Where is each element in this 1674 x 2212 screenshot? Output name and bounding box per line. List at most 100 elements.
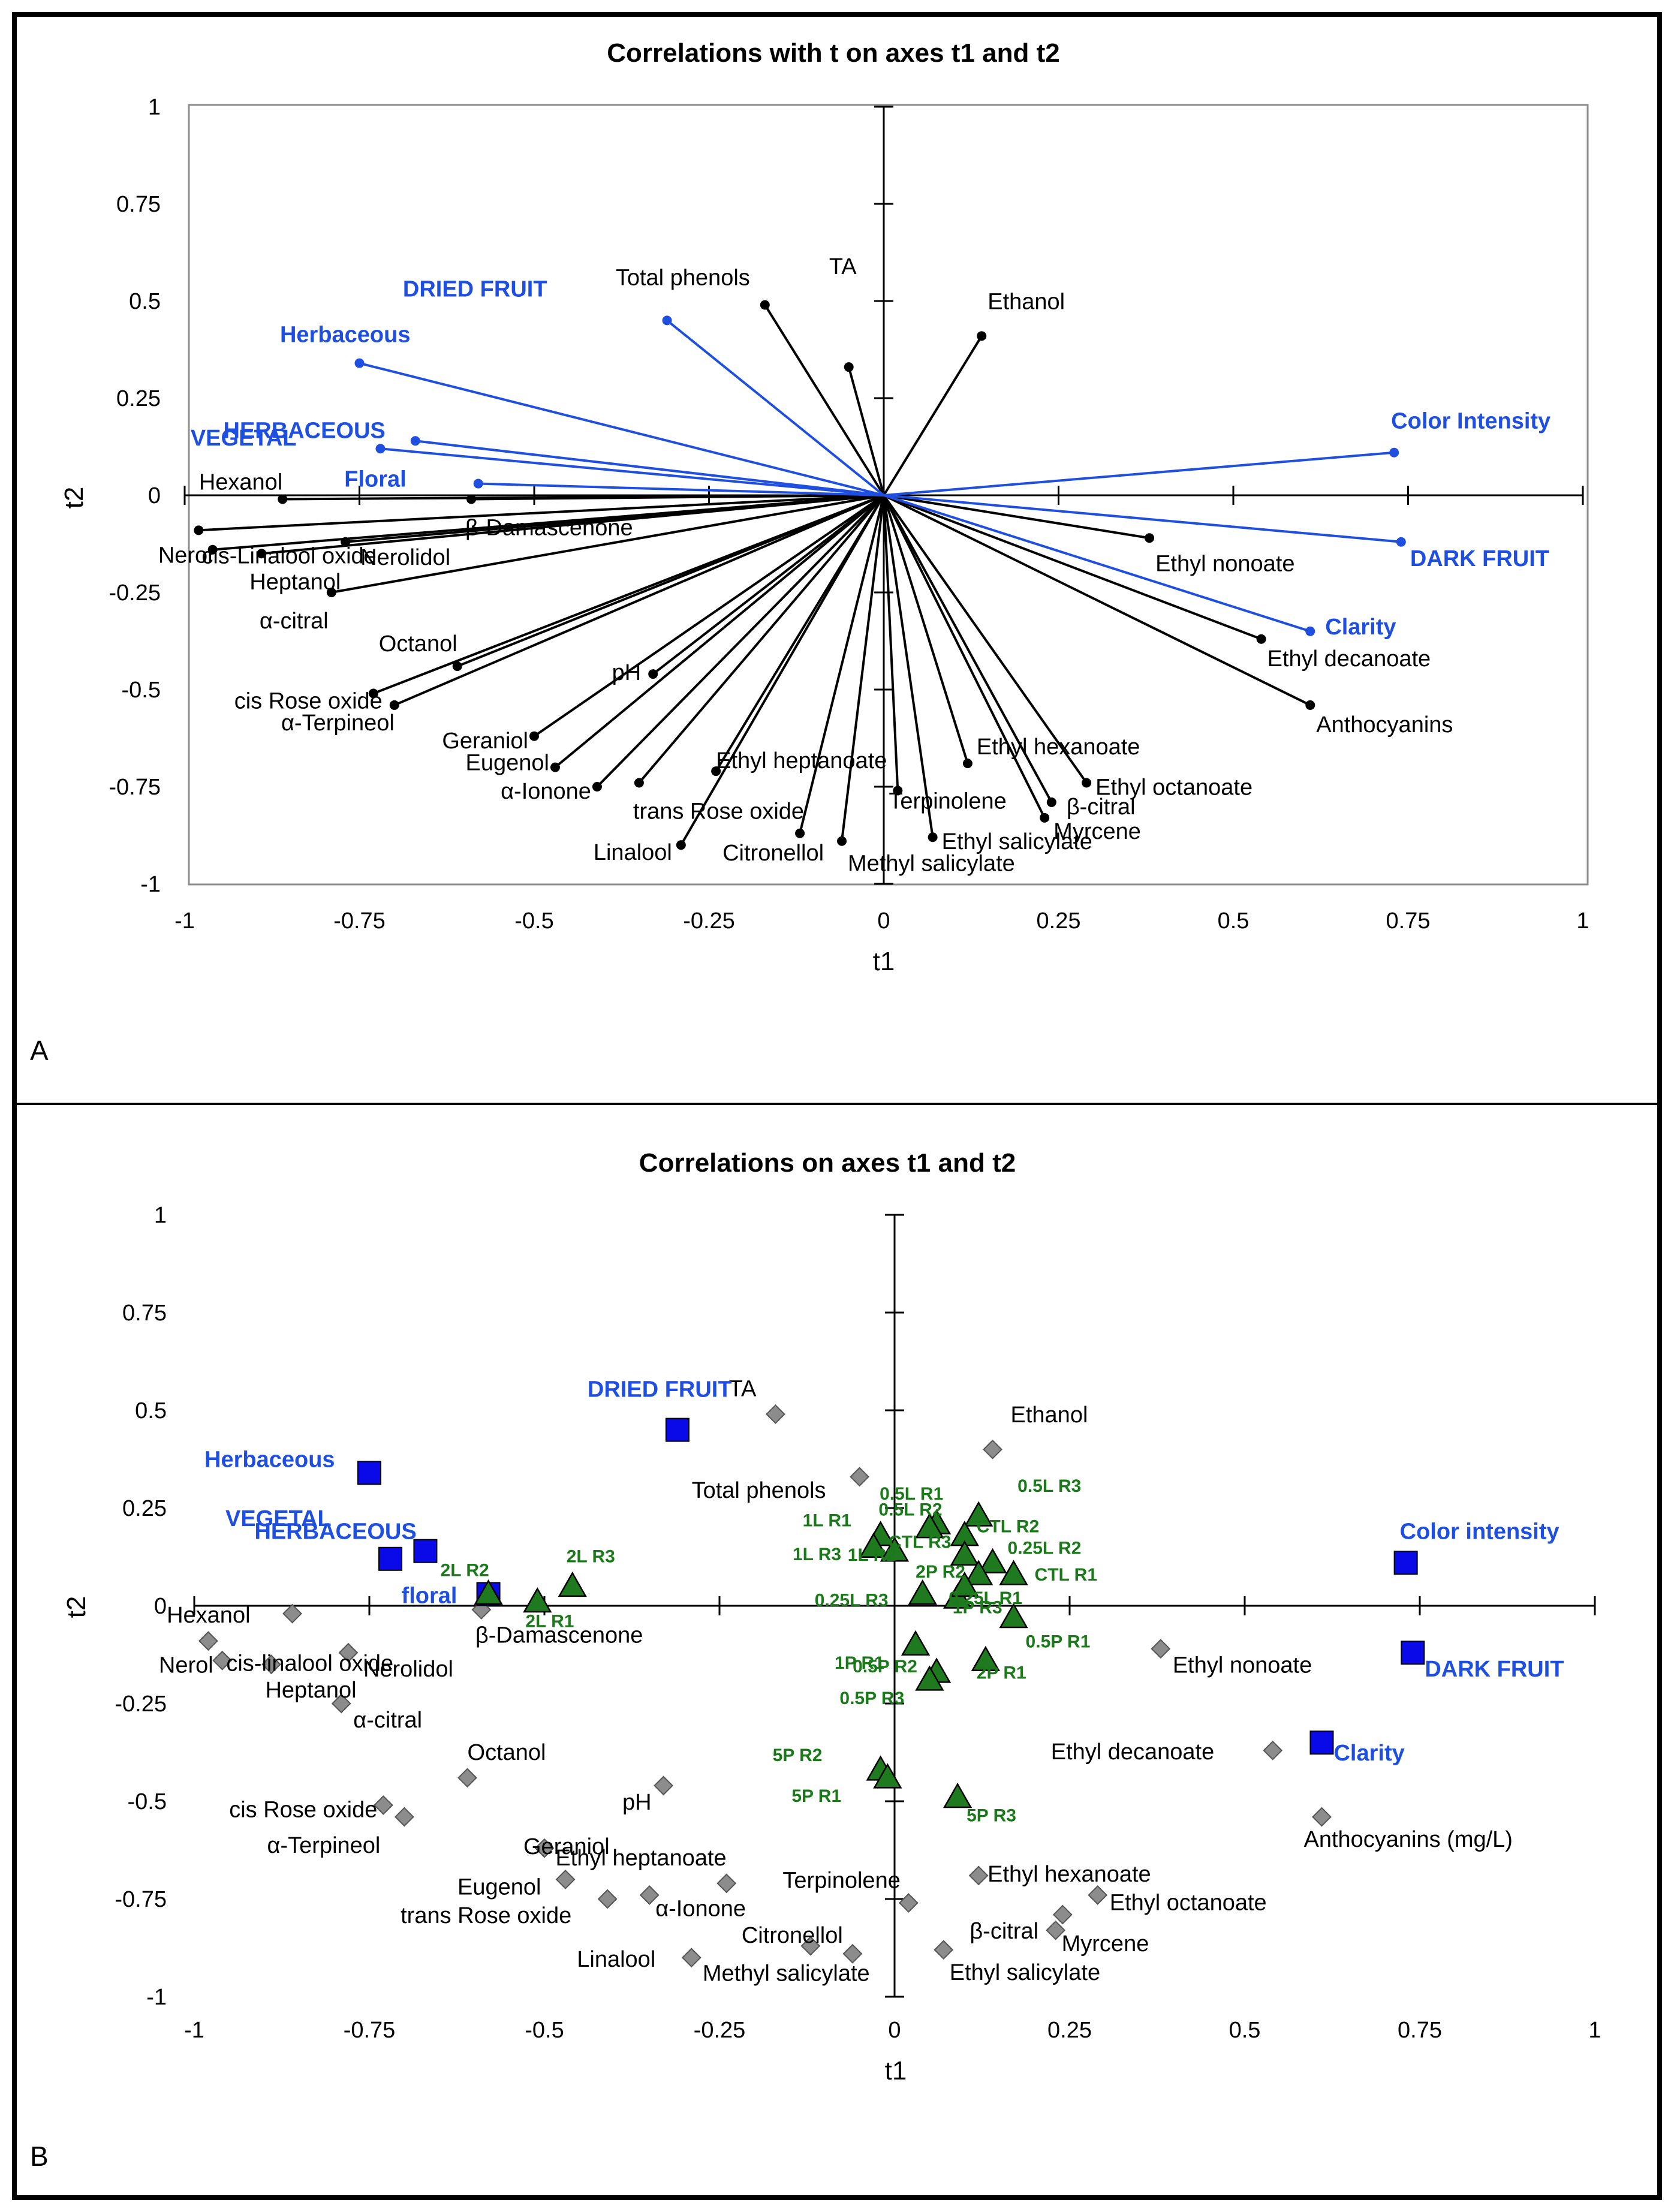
point-geraniol (534, 1838, 555, 1858)
label-myrcene: Myrcene (1053, 819, 1141, 844)
y-tick-label: -1 (140, 872, 161, 897)
x-tick-label: -1 (184, 2018, 204, 2043)
vector-ethyl-hexanoate (883, 495, 969, 764)
vector-color-intensity (883, 451, 1395, 496)
label-1p-r1: 1P R1 (835, 1653, 884, 1673)
label-5p-r1: 5P R1 (791, 1786, 841, 1806)
label-0-5l-r3: 0.5L R3 (1017, 1476, 1081, 1496)
x-tick-label: 1 (1576, 908, 1589, 934)
y-axis-label: t2 (62, 1596, 91, 1618)
label-cis-linalool-oxide: cis-linalool oxide (226, 1651, 393, 1677)
point-terpineol (394, 1807, 414, 1827)
label-octanol: Octanol (468, 1740, 546, 1765)
point-trans-rose-oxide (597, 1889, 618, 1909)
label-citral: α-citral (353, 1708, 422, 1733)
point-total-phenols (760, 300, 770, 310)
point-5p-r1 (873, 1763, 902, 1789)
y-tick-label: 0 (154, 1594, 167, 1619)
label-heptanol: Heptanol (249, 570, 341, 595)
vector-geraniol (533, 494, 885, 738)
label-dried-fruit: DRIED FRUIT (403, 276, 547, 302)
label-terpineol: α-Terpineol (281, 711, 395, 736)
vector-herbaceous (415, 440, 884, 496)
x-tick-label: -0.5 (514, 908, 553, 934)
vector-damascenone (471, 494, 884, 501)
vector-citral (883, 495, 1053, 803)
point-citral (331, 1693, 351, 1714)
point-clarity (1309, 1731, 1334, 1755)
point-nerolidol (338, 1642, 359, 1663)
label-herbaceous: Herbaceous (204, 1447, 335, 1472)
vector-methyl-salicylate (841, 495, 885, 841)
point-trans-rose-oxide (634, 778, 644, 788)
point-ethyl-decanoate (1263, 1740, 1283, 1760)
point-vegetal (375, 444, 386, 454)
label-ethanol: Ethanol (987, 289, 1065, 314)
label-floral: Floral (344, 467, 406, 492)
vectors (198, 304, 1402, 846)
point-citronellol (795, 828, 805, 838)
label-5p-r3: 5P R3 (967, 1805, 1016, 1825)
point-color-intensity (1393, 1551, 1418, 1575)
vector-trans-rose-oxide (638, 494, 885, 784)
label-methyl-salicylate: Methyl salicylate (703, 1961, 870, 1986)
point-ta (766, 1404, 785, 1424)
label-1l-r1: 1L R1 (803, 1511, 851, 1531)
point-cis-rose-oxide (373, 1795, 393, 1815)
point-linalool (681, 1948, 701, 1968)
point-0-5p-r1 (999, 1603, 1028, 1629)
point-ta (844, 362, 854, 372)
point-eugenol (555, 1869, 576, 1889)
label-linalool: Linalool (577, 1947, 655, 1972)
label-trans-rose-oxide: trans Rose oxide (401, 1903, 571, 1928)
label-0-5p-r2: 0.5P R2 (853, 1657, 917, 1677)
vector-ethyl-nonoate (883, 494, 1150, 540)
label-2p-r1: 2P R1 (977, 1663, 1026, 1683)
point-1l-r3 (859, 1532, 889, 1558)
label-ethyl-heptanoate: Ethyl heptanoate (716, 748, 887, 774)
point-dried-fruit (662, 315, 672, 326)
label-ph: pH (622, 1790, 652, 1815)
x-tick-label: -0.75 (344, 2018, 396, 2043)
point-hexanol (282, 1603, 302, 1624)
label-total-phenols: Total phenols (616, 265, 750, 290)
point-citronellol (800, 1936, 821, 1956)
point-ctl-r3 (880, 1536, 910, 1562)
x-tick-label: 0.25 (1037, 908, 1081, 934)
label-ctl-r2: CTL R2 (977, 1517, 1039, 1537)
label-clarity: Clarity (1325, 615, 1396, 640)
point-geraniol (529, 731, 539, 741)
point-myrcene (1040, 812, 1050, 823)
label-0-5p-r3: 0.5P R3 (839, 1689, 904, 1708)
label-eugenol: Eugenol (466, 751, 549, 776)
y-tick-label: -0.75 (115, 1887, 167, 1912)
point-vegetal (378, 1546, 403, 1571)
point-0-25l-r3 (908, 1579, 937, 1605)
label-octanol: Octanol (379, 631, 457, 657)
label-cis-rose-oxide: cis Rose oxide (234, 688, 383, 714)
point-2p-r2 (964, 1560, 993, 1585)
vector-ethyl-salicylate (883, 495, 934, 838)
vector-linalool (680, 494, 885, 846)
point-2l-r3 (558, 1571, 587, 1597)
point-herbaceous (354, 358, 365, 368)
label-ethyl-decanoate: Ethyl decanoate (1267, 646, 1431, 672)
label-ethyl-salicylate: Ethyl salicylate (942, 829, 1092, 854)
panel-a: Correlations with t on axes t1 and t2 -1… (30, 38, 1589, 1066)
point-ethyl-heptanoate (716, 1873, 737, 1894)
y-tick-label: -0.25 (115, 1692, 167, 1717)
vector-myrcene (883, 495, 1046, 818)
vector-anthocyanins (883, 494, 1311, 706)
vector-vegetal (380, 447, 884, 496)
point-ethyl-heptanoate (711, 766, 721, 777)
label-myrcene: Myrcene (1062, 1931, 1149, 1957)
point-1p-r3 (950, 1571, 979, 1597)
label-nerolidol: Nerolidol (360, 545, 450, 570)
chart-title: Correlations with t on axes t1 and t2 (607, 38, 1059, 68)
point-herbaceous (357, 1461, 381, 1485)
point-terpinolene (898, 1893, 919, 1913)
label-2l-r3: 2L R3 (567, 1546, 615, 1566)
point-linalool (676, 840, 686, 850)
x-tick-label: 0.5 (1218, 908, 1250, 934)
label-terpinolene: Terpinolene (782, 1868, 900, 1894)
